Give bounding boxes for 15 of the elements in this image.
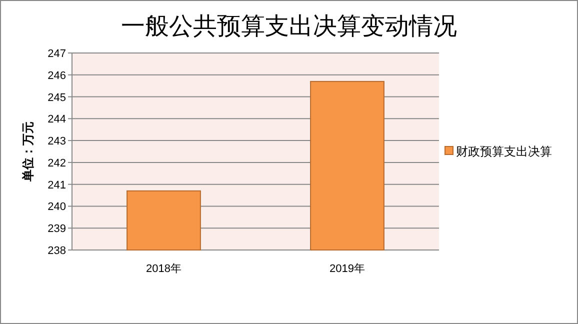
legend-label: 财政预算支出决算 <box>456 144 552 158</box>
y-axis-title: 单位：万元 <box>21 122 35 182</box>
y-tick-label: 247 <box>48 48 66 60</box>
x-tick-label: 2018年 <box>146 263 182 275</box>
chart-title: 一般公共预算支出决算变动情况 <box>121 13 457 40</box>
y-tick-label: 246 <box>48 70 66 82</box>
y-tick-label: 242 <box>48 157 66 170</box>
y-tick-label: 238 <box>48 245 66 257</box>
y-tick-label: 239 <box>48 223 66 236</box>
y-tick-label: 243 <box>48 136 66 148</box>
y-tick-label: 245 <box>48 92 66 104</box>
y-tick-label: 241 <box>48 179 66 192</box>
y-tick-label: 244 <box>48 114 66 126</box>
y-tick-label: 240 <box>48 201 66 214</box>
x-tick-label: 2019年 <box>330 263 365 275</box>
